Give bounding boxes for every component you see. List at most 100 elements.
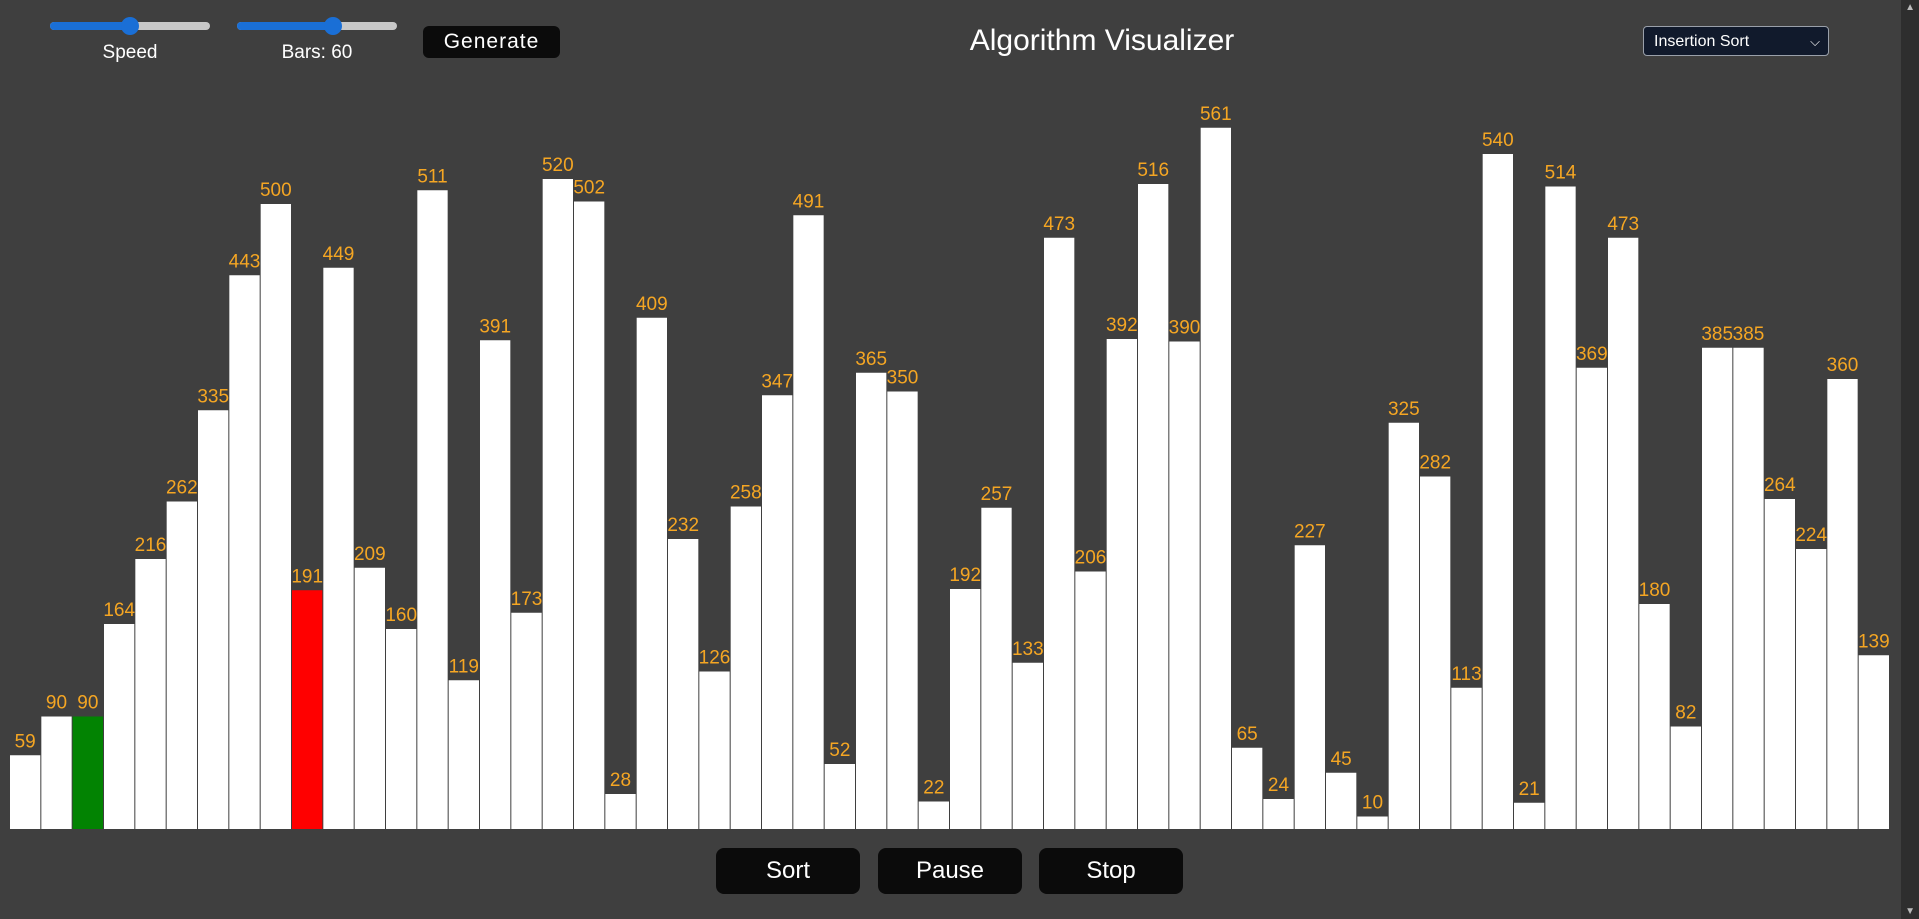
- bars-slider-thumb[interactable]: [324, 17, 342, 35]
- bar: [1702, 347, 1733, 829]
- bar-value-label: 173: [511, 589, 543, 610]
- bar: [1514, 802, 1545, 829]
- bar-value-label: 216: [135, 535, 167, 556]
- bar: [856, 372, 887, 829]
- bar: [1357, 816, 1388, 829]
- bar: [699, 671, 730, 829]
- bar: [1075, 571, 1106, 829]
- bar-value-label: 28: [610, 770, 631, 791]
- bar-value-label: 449: [323, 244, 355, 265]
- bar-value-label: 139: [1858, 631, 1890, 652]
- bar-value-label: 262: [166, 478, 198, 499]
- bar: [824, 764, 855, 829]
- bar: [918, 801, 949, 829]
- bar: [480, 340, 511, 829]
- bar: [166, 501, 197, 829]
- bar-value-label: 392: [1106, 315, 1138, 336]
- bar: [1169, 341, 1200, 829]
- bar: [730, 506, 761, 829]
- stop-button[interactable]: Stop: [1039, 848, 1183, 894]
- algorithm-select[interactable]: Insertion Sort ⌵: [1643, 26, 1829, 56]
- bar-value-label: 65: [1237, 724, 1258, 745]
- bar-value-label: 113: [1451, 664, 1481, 685]
- bar-value-label: 520: [542, 155, 574, 176]
- bar: [1545, 186, 1576, 829]
- bar-value-label: 325: [1388, 399, 1420, 420]
- bar-value-label: 90: [77, 693, 98, 714]
- bar-value-label: 511: [417, 166, 447, 187]
- bar: [354, 567, 385, 829]
- bar: [1263, 799, 1294, 829]
- bar-value-label: 390: [1169, 318, 1201, 339]
- bar-value-label: 514: [1545, 163, 1577, 184]
- bar: [1608, 237, 1639, 829]
- bar: [198, 410, 229, 829]
- bar-value-label: 164: [103, 600, 135, 621]
- bar: [1827, 379, 1858, 829]
- bar-value-label: 365: [855, 349, 887, 370]
- bar: [636, 317, 667, 829]
- bar: [1106, 339, 1137, 829]
- bar: [1670, 726, 1701, 829]
- bar-value-label: 133: [1012, 639, 1044, 660]
- bar: [1012, 662, 1043, 829]
- page-title: Algorithm Visualizer: [969, 24, 1235, 57]
- bar: [574, 201, 605, 829]
- bar: [950, 589, 981, 829]
- bar-value-label: 191: [291, 566, 323, 587]
- bar: [1232, 747, 1263, 829]
- scroll-down-icon[interactable]: ▼: [1905, 906, 1915, 917]
- bar: [1294, 545, 1325, 829]
- bar-value-label: 10: [1362, 793, 1383, 814]
- bars-count-label: Bars: 60: [281, 42, 353, 63]
- bar-value-label: 282: [1419, 453, 1451, 474]
- sort-button[interactable]: Sort: [716, 848, 860, 894]
- bar: [1639, 604, 1670, 829]
- bar-value-label: 22: [923, 778, 944, 799]
- bar: [41, 716, 72, 829]
- bar-value-label: 90: [46, 693, 67, 714]
- bar: [1451, 687, 1482, 829]
- bar: [292, 590, 323, 829]
- bar: [793, 215, 824, 829]
- bar: [1044, 237, 1075, 829]
- bars-slider[interactable]: [237, 17, 397, 35]
- bar: [762, 395, 793, 829]
- bar: [386, 629, 417, 829]
- bar-value-label: 360: [1827, 355, 1859, 376]
- bar: [887, 391, 918, 829]
- bar-value-label: 21: [1519, 779, 1540, 800]
- generate-button[interactable]: Generate: [423, 26, 560, 58]
- bar-value-label: 227: [1294, 521, 1326, 542]
- speed-slider[interactable]: [50, 17, 210, 35]
- bar: [104, 624, 135, 829]
- bar: [229, 275, 260, 829]
- bar-value-label: 561: [1200, 104, 1232, 125]
- bar: [981, 507, 1012, 829]
- bar: [542, 179, 573, 829]
- bar: [1764, 499, 1795, 829]
- bar-value-label: 264: [1764, 475, 1796, 496]
- bar-value-label: 232: [667, 515, 699, 536]
- bar-value-label: 82: [1675, 703, 1696, 724]
- bar-value-label: 160: [385, 605, 417, 626]
- bar-value-label: 119: [449, 656, 479, 677]
- bar: [448, 680, 479, 829]
- bar: [1200, 127, 1231, 829]
- bar-value-label: 258: [730, 483, 762, 504]
- bar-value-label: 335: [197, 386, 229, 407]
- bar-value-label: 473: [1043, 214, 1075, 235]
- bar: [605, 794, 636, 829]
- speed-slider-thumb[interactable]: [121, 17, 139, 35]
- bars-control: Bars: 60: [237, 17, 397, 64]
- pause-button[interactable]: Pause: [878, 848, 1022, 894]
- algorithm-select-value: Insertion Sort: [1654, 33, 1750, 50]
- bar-value-label: 391: [479, 316, 511, 337]
- bar-value-label: 540: [1482, 130, 1514, 151]
- bar-value-label: 385: [1701, 324, 1733, 345]
- speed-label: Speed: [102, 42, 158, 63]
- vertical-scrollbar[interactable]: ▲ ▼: [1901, 0, 1919, 919]
- scroll-up-icon[interactable]: ▲: [1905, 2, 1915, 13]
- bar-value-label: 500: [260, 180, 292, 201]
